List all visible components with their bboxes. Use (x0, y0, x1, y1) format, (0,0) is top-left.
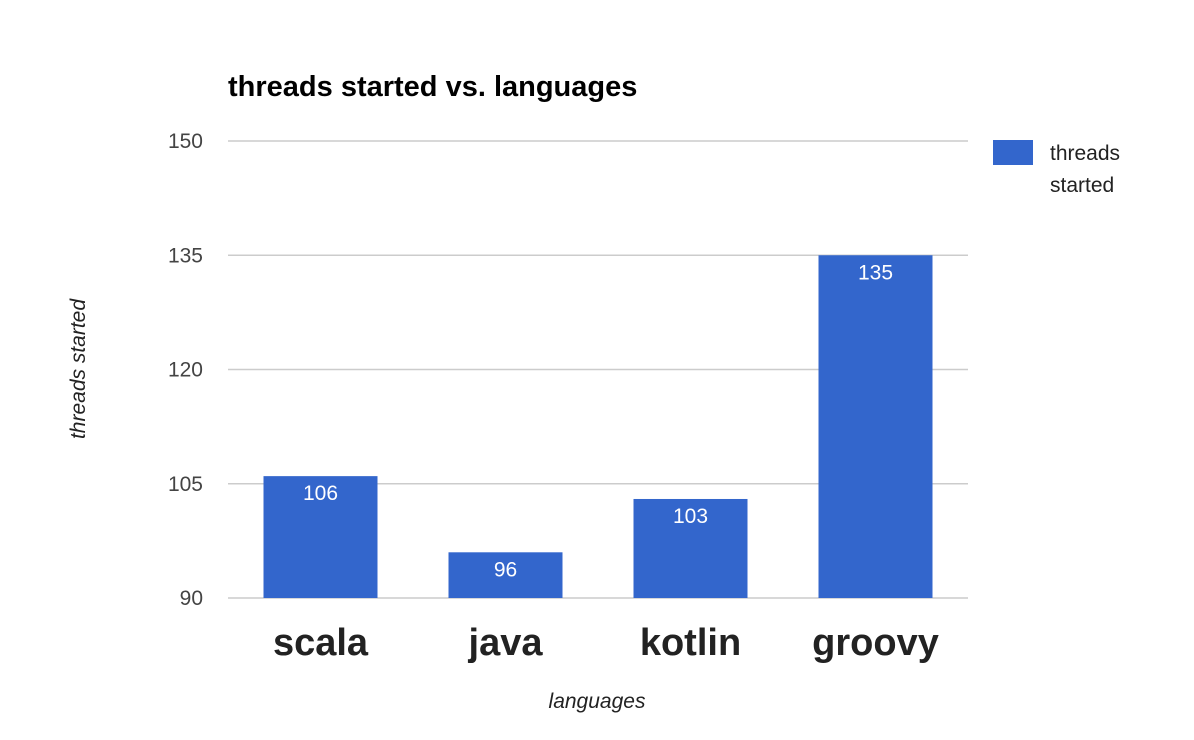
y-tick-label: 150 (168, 130, 203, 153)
x-tick-label-groovy: groovy (812, 622, 939, 664)
y-tick-label: 120 (168, 359, 203, 382)
legend-label-line-2: started (1050, 174, 1114, 197)
chart-title: threads started vs. languages (228, 71, 637, 103)
x-tick-label-scala: scala (273, 622, 369, 664)
bar-groovy (818, 255, 933, 598)
x-tick-label-java: java (468, 622, 544, 664)
y-tick-label: 105 (168, 473, 203, 496)
bar-kotlin (633, 498, 748, 598)
y-axis-ticks: 90 105 120 135 150 (168, 130, 203, 610)
x-axis-ticks: scala java kotlin groovy (273, 622, 939, 664)
data-label-groovy: 135 (858, 261, 893, 284)
legend: threads started (993, 140, 1120, 197)
data-label-scala: 106 (303, 482, 338, 505)
x-axis-label: languages (549, 690, 646, 713)
data-label-java: 96 (494, 558, 517, 581)
legend-label-line-1: threads (1050, 142, 1120, 165)
y-axis-label: threads started (67, 298, 90, 439)
y-tick-label: 90 (180, 587, 203, 610)
y-tick-label: 135 (168, 244, 203, 267)
bars: 106 96 103 135 (263, 255, 933, 598)
bar-scala (263, 476, 378, 598)
legend-swatch (993, 140, 1033, 165)
bar-java (448, 552, 563, 598)
x-tick-label-kotlin: kotlin (640, 622, 741, 664)
data-label-kotlin: 103 (673, 505, 708, 528)
